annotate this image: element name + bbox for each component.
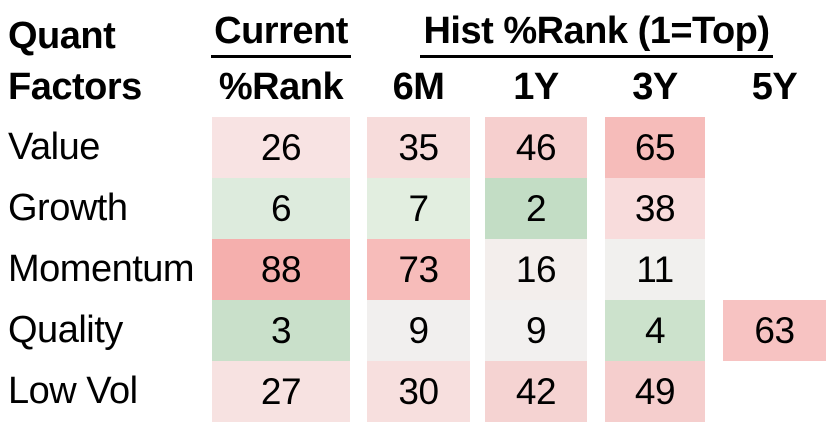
heatmap-cell-empty bbox=[723, 178, 826, 239]
hist-group-header: Hist %Rank (1=Top) bbox=[367, 6, 826, 58]
heatmap-cell: 3 bbox=[212, 300, 350, 361]
heatmap-cell: 9 bbox=[485, 300, 587, 361]
heatmap-cell: 30 bbox=[367, 361, 470, 422]
heatmap-cell: 35 bbox=[367, 117, 470, 178]
row-label-low-vol: Low Vol bbox=[8, 370, 138, 412]
heatmap-cell-empty bbox=[723, 117, 826, 178]
heatmap-cell: 88 bbox=[212, 239, 350, 300]
table-title-line1: Quant bbox=[8, 15, 116, 57]
heatmap-cell: 27 bbox=[212, 361, 350, 422]
row-label-momentum: Momentum bbox=[8, 248, 195, 290]
row-label-quality: Quality bbox=[8, 309, 123, 351]
heatmap-cell: 49 bbox=[605, 361, 705, 422]
column-header-5y: 5Y bbox=[751, 66, 798, 108]
row-label-value: Value bbox=[8, 126, 100, 168]
heatmap-cell: 38 bbox=[605, 178, 705, 239]
row-label-growth: Growth bbox=[8, 187, 128, 229]
heatmap-cell: 63 bbox=[723, 300, 826, 361]
heatmap-cell: 16 bbox=[485, 239, 587, 300]
heatmap-cell: 42 bbox=[485, 361, 587, 422]
current-group-header: Current bbox=[211, 6, 351, 58]
current-group-header-text: Current bbox=[211, 10, 351, 58]
heatmap-cell: 11 bbox=[605, 239, 705, 300]
heatmap-cell: 7 bbox=[367, 178, 470, 239]
heatmap-cell: 2 bbox=[485, 178, 587, 239]
quant-factors-heatmap: Quant Current Hist %Rank (1=Top) Factors… bbox=[8, 6, 826, 422]
heatmap-cell: 9 bbox=[367, 300, 470, 361]
heatmap-cell-empty bbox=[723, 361, 826, 422]
heatmap-cell: 26 bbox=[212, 117, 350, 178]
table-title-line2: Factors bbox=[8, 66, 142, 108]
heatmap-cell: 6 bbox=[212, 178, 350, 239]
column-header-current-rank: %Rank bbox=[218, 66, 344, 108]
heatmap-cell: 73 bbox=[367, 239, 470, 300]
column-header-6m: 6M bbox=[392, 66, 445, 108]
column-header-3y: 3Y bbox=[632, 66, 678, 108]
heatmap-cell: 4 bbox=[605, 300, 705, 361]
heatmap-cell: 46 bbox=[485, 117, 587, 178]
heatmap-cell-empty bbox=[723, 239, 826, 300]
hist-group-header-text: Hist %Rank (1=Top) bbox=[420, 10, 773, 58]
column-header-1y: 1Y bbox=[513, 66, 559, 108]
heatmap-cell: 65 bbox=[605, 117, 705, 178]
